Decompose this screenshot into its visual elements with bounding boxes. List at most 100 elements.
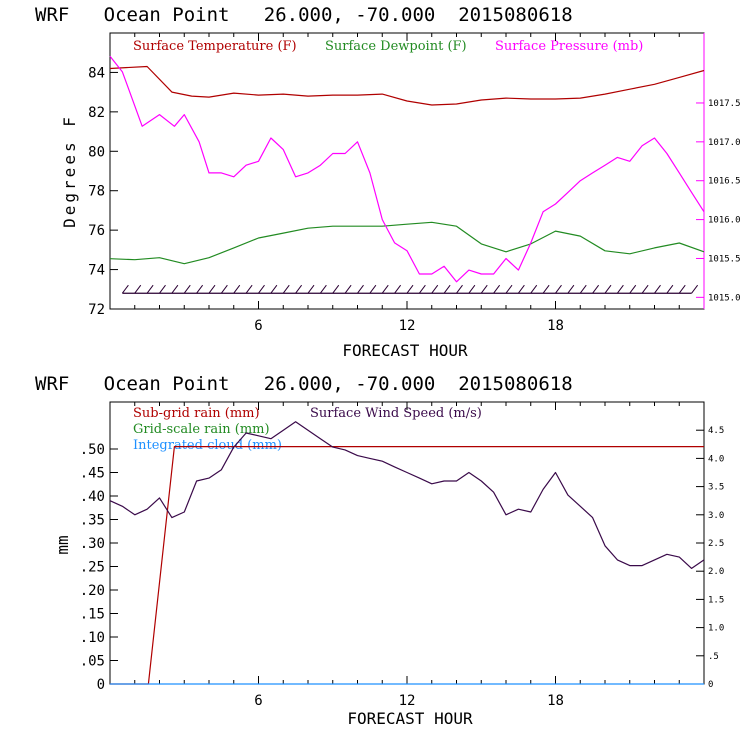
upper-x-ticks: 6 12 18 bbox=[254, 33, 564, 334]
legend-grid-scale-rain: Grid-scale rain (mm) bbox=[133, 422, 270, 437]
series-line-surface-temperature-f bbox=[109, 65, 705, 106]
wind-barb bbox=[196, 284, 204, 294]
wind-barb bbox=[555, 284, 562, 294]
legend-sub-grid-rain: Sub-grid rain (mm) bbox=[133, 406, 260, 421]
y-tick-label: 74 bbox=[88, 263, 105, 279]
wind-barb bbox=[344, 284, 352, 294]
y-tick-label: .35 bbox=[80, 513, 105, 529]
wind-barb bbox=[381, 284, 389, 294]
y-tick-label: .10 bbox=[80, 630, 105, 646]
wind-barb bbox=[592, 284, 600, 294]
lower-legend: Sub-grid rain (mm) Grid-scale rain (mm) … bbox=[133, 406, 482, 453]
wind-barb bbox=[530, 284, 538, 294]
wind-barb bbox=[258, 284, 265, 294]
wind-barb bbox=[641, 284, 649, 294]
wind-barb bbox=[505, 284, 513, 294]
wind-barbs-group bbox=[121, 284, 699, 294]
wind-barb bbox=[220, 284, 228, 294]
x-tick-label: 18 bbox=[547, 693, 564, 709]
y-tick-label: 84 bbox=[88, 65, 105, 81]
y2-tick-label: 1015.0 bbox=[708, 293, 740, 303]
y2-tick-label: 2.5 bbox=[708, 539, 724, 549]
y2-tick-label: 4.0 bbox=[708, 454, 724, 464]
legend-integrated-cloud: Integrated cloud (mm) bbox=[133, 438, 282, 453]
wind-barb bbox=[678, 284, 686, 294]
y2-tick-label: 1.5 bbox=[708, 595, 724, 605]
y-tick-label: 0 bbox=[97, 677, 105, 693]
wind-barb bbox=[542, 284, 550, 294]
wind-barb bbox=[332, 284, 340, 294]
wind-barb bbox=[146, 284, 154, 294]
y-tick-label: 72 bbox=[88, 302, 105, 318]
wind-barb bbox=[282, 284, 290, 294]
upper-legend: Surface Temperature (F) Surface Dewpoint… bbox=[133, 39, 643, 54]
legend-surface-dewpoint: Surface Dewpoint (F) bbox=[325, 39, 467, 54]
x-tick-label: 18 bbox=[547, 318, 564, 334]
wind-barb bbox=[134, 284, 142, 294]
upper-panel: WRF Ocean Point 26.000, -70.000 20150806… bbox=[35, 4, 740, 360]
wind-barb bbox=[233, 284, 241, 294]
wind-barb bbox=[629, 284, 637, 294]
upper-minor-ticks bbox=[134, 33, 680, 309]
wind-barb bbox=[666, 284, 674, 294]
wind-barb bbox=[208, 284, 216, 294]
lower-minor-ticks bbox=[134, 402, 680, 684]
y-tick-label: .30 bbox=[80, 536, 105, 552]
wind-barb bbox=[480, 284, 488, 294]
wind-barb bbox=[159, 284, 166, 294]
upper-panel-title: WRF Ocean Point 26.000, -70.000 20150806… bbox=[35, 4, 573, 26]
y2-tick-label: 1016.5 bbox=[708, 177, 740, 187]
y2-tick-label: 1.0 bbox=[708, 624, 724, 634]
wind-barb bbox=[517, 284, 525, 294]
series-line-sub-grid-rain-mm bbox=[110, 446, 704, 685]
lower-series-group bbox=[109, 421, 705, 685]
wind-barb bbox=[567, 284, 575, 294]
wind-barb bbox=[295, 284, 303, 294]
y-tick-label: .15 bbox=[80, 607, 105, 623]
upper-series-group bbox=[109, 55, 705, 283]
upper-plot-frame bbox=[109, 32, 705, 310]
legend-surface-pressure: Surface Pressure (mb) bbox=[495, 39, 643, 54]
lower-y-axis-label: mm bbox=[53, 535, 72, 554]
x-tick-label: 6 bbox=[254, 693, 262, 709]
wind-barb bbox=[270, 284, 278, 294]
wind-barb bbox=[319, 284, 327, 294]
y2-tick-label: 4.5 bbox=[708, 426, 724, 436]
wind-barb bbox=[431, 284, 439, 294]
lower-y-ticks: 0 .05 .10 .15 .20 .25 .30 .35 .40 .45 .50 bbox=[80, 442, 118, 693]
series-line-surface-wind-speed-m-s bbox=[109, 421, 705, 569]
x-tick-label: 12 bbox=[399, 318, 416, 334]
wind-barb bbox=[183, 284, 191, 294]
y-tick-label: 78 bbox=[88, 184, 105, 200]
y2-tick-label: 1016.0 bbox=[708, 216, 740, 226]
wind-barb bbox=[394, 284, 402, 294]
y2-tick-label: 2.0 bbox=[708, 567, 724, 577]
wind-barb bbox=[456, 284, 463, 294]
y-tick-label: .40 bbox=[80, 489, 105, 505]
lower-x-ticks: 6 12 18 bbox=[254, 402, 564, 709]
legend-surface-temperature: Surface Temperature (F) bbox=[133, 39, 297, 54]
y2-tick-label: 1017.5 bbox=[708, 99, 740, 109]
wind-barb bbox=[493, 284, 501, 294]
lower-x-axis-label: FORECAST HOUR bbox=[347, 709, 473, 728]
lower-y2-ticks: 0 .5 1.0 1.5 2.0 2.5 3.0 3.5 4.0 4.5 bbox=[696, 426, 724, 690]
wind-barb bbox=[418, 284, 426, 294]
wind-barb bbox=[691, 284, 699, 294]
upper-x-axis-label: FORECAST HOUR bbox=[342, 341, 468, 360]
wind-barb bbox=[171, 284, 179, 294]
y-tick-label: 82 bbox=[88, 105, 105, 121]
wind-barb bbox=[369, 284, 377, 294]
x-tick-label: 6 bbox=[254, 318, 262, 334]
y2-tick-label: 1017.0 bbox=[708, 138, 740, 148]
wind-barb bbox=[579, 284, 587, 294]
wind-barb bbox=[654, 284, 661, 294]
upper-y2-ticks: 1015.0 1015.5 1016.0 1016.5 1017.0 1017.5 bbox=[696, 99, 740, 303]
lower-panel: WRF Ocean Point 26.000, -70.000 20150806… bbox=[35, 373, 724, 728]
series-line-surface-dewpoint-f bbox=[109, 221, 705, 265]
y-tick-label: .45 bbox=[80, 466, 105, 482]
y-tick-label: .25 bbox=[80, 560, 105, 576]
wind-barb bbox=[245, 284, 253, 294]
y-tick-label: 80 bbox=[88, 144, 105, 160]
y2-tick-label: 3.0 bbox=[708, 511, 724, 521]
